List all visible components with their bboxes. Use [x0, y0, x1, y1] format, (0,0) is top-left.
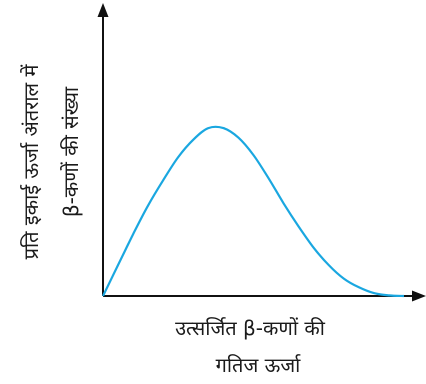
y-axis-label-line1: प्रति इकाई ऊर्जा अंतराल में [19, 64, 43, 260]
y-axis-label-line2: β-कणों की संख्या [59, 86, 83, 217]
x-axis-label-line1: उत्सर्जित β-कणों की [175, 316, 326, 340]
x-axis-arrow-icon [412, 290, 426, 302]
series-line [102, 125, 405, 298]
x-axis-label-line2: गतिज ऊर्जा [216, 353, 302, 377]
y-axis-arrow-icon [97, 3, 109, 17]
